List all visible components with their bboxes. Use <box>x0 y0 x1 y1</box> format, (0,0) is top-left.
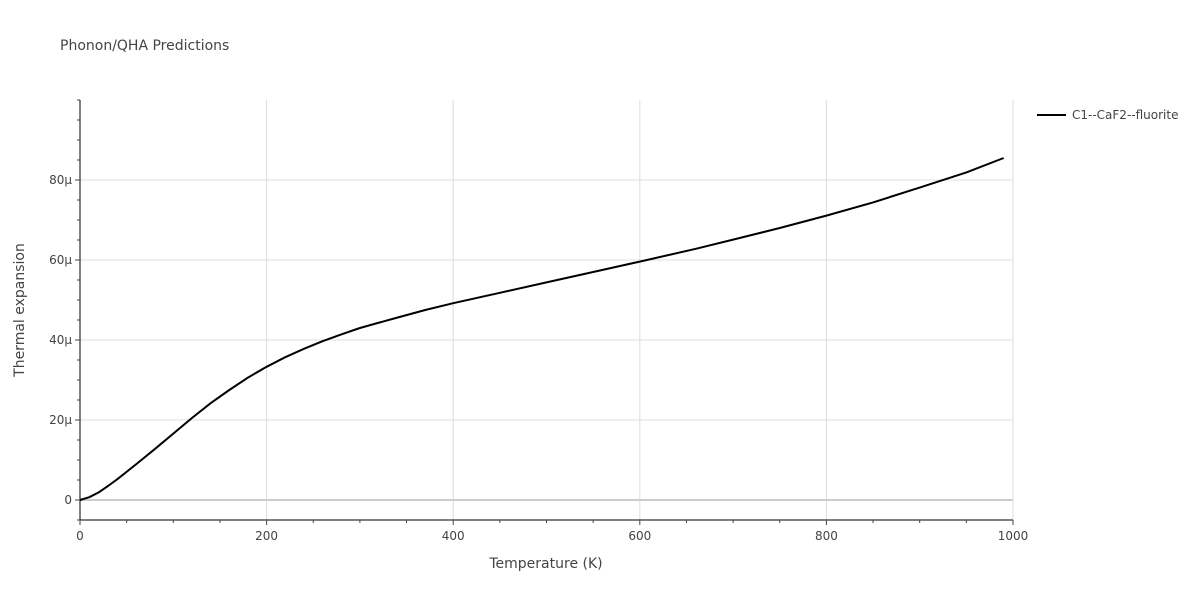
legend[interactable]: C1--CaF2--fluorite <box>1037 108 1178 122</box>
y-tick-label: 60μ <box>49 253 72 267</box>
grid-layer <box>80 100 1014 520</box>
axis-layer: 0 200 400 600 800 1000 0 20μ 40μ 60μ 80μ <box>49 99 1029 543</box>
series-line-c1-caf2-fluorite[interactable] <box>79 157 1005 501</box>
x-tick-label: 400 <box>442 529 465 543</box>
x-tick-label: 1000 <box>998 529 1029 543</box>
x-tick-label: 200 <box>255 529 278 543</box>
series-layer <box>79 157 1005 501</box>
legend-label-c1-caf2-fluorite: C1--CaF2--fluorite <box>1072 108 1178 122</box>
y-axis-title: Thermal expansion <box>12 243 28 378</box>
x-tick-label: 0 <box>76 529 84 543</box>
y-tick-label: 20μ <box>49 413 72 427</box>
chart-title: Phonon/QHA Predictions <box>60 38 229 54</box>
x-tick-label: 600 <box>628 529 651 543</box>
y-tick-label: 40μ <box>49 333 72 347</box>
y-tick-label: 80μ <box>49 173 72 187</box>
y-tick-label: 0 <box>64 493 72 507</box>
x-axis-title: Temperature (K) <box>488 556 602 572</box>
x-tick-label: 800 <box>815 529 838 543</box>
